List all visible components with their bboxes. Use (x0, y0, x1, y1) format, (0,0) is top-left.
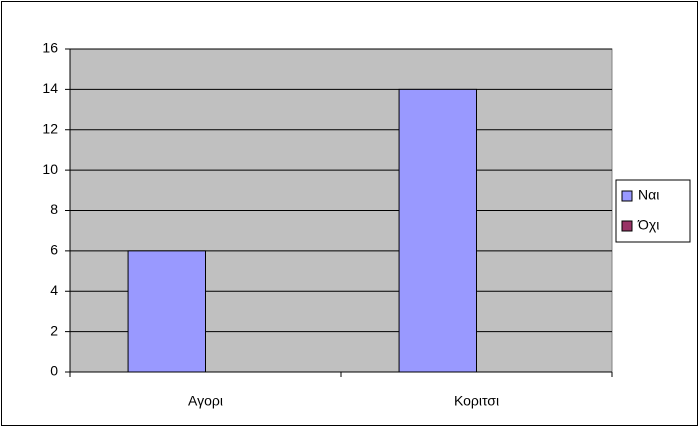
bar (127, 250, 206, 373)
legend-box (615, 179, 691, 243)
x-tick-label: Αγορι (188, 393, 223, 409)
y-tick-label: 12 (42, 120, 58, 136)
y-tick-label: 8 (50, 201, 58, 217)
legend-label: Όχι (637, 217, 659, 233)
y-tick-label: 2 (50, 322, 58, 338)
x-tick-label: Κοριτσι (454, 393, 499, 409)
y-tick-label: 10 (42, 161, 58, 177)
y-tick-label: 16 (42, 40, 58, 56)
y-tick-label: 4 (50, 282, 58, 298)
legend-swatch (621, 190, 633, 202)
y-tick-label: 0 (50, 363, 58, 379)
y-tick-label: 14 (42, 80, 58, 96)
legend-label: Ναι (638, 187, 659, 203)
y-tick-label: 6 (50, 242, 58, 258)
legend-swatch (621, 220, 633, 232)
bar (398, 88, 478, 373)
